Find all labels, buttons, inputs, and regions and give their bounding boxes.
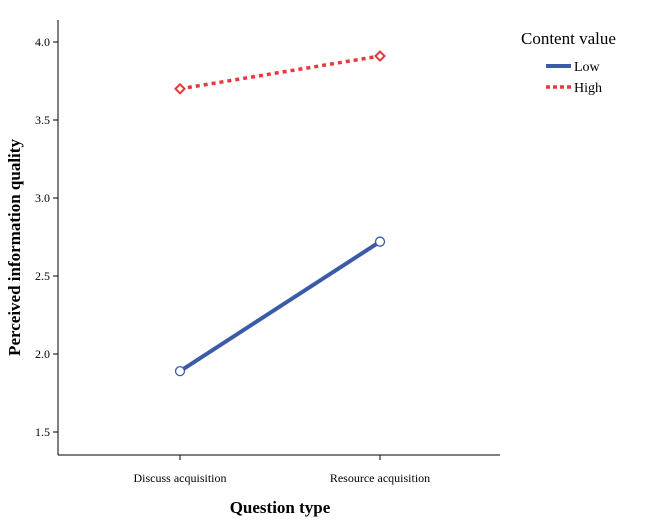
series-group (174, 50, 386, 377)
x-tick-label: Resource acquisition (330, 471, 430, 485)
legend-items: Low High (546, 60, 602, 96)
legend-title: Content value (521, 29, 616, 48)
legend: Content value Low High (521, 29, 616, 96)
series-line-high (179, 54, 381, 91)
y-tick-label: 2.5 (35, 269, 50, 283)
y-tick-label: 2.0 (35, 347, 50, 361)
y-tick-label: 4.0 (35, 35, 50, 49)
data-point-high (174, 82, 186, 95)
series-high (174, 50, 386, 95)
data-point-high (374, 50, 386, 62)
x-axis-title: Question type (230, 498, 331, 517)
legend-label-low: Low (574, 60, 601, 75)
legend-label-high: High (574, 81, 602, 96)
series-low (174, 236, 386, 377)
x-axis-ticks: Discuss acquisition Resource acquisition (134, 455, 430, 485)
data-point-low (174, 366, 186, 377)
plot-area: 1.5 2.0 2.5 3.0 3.5 4.0 Discuss acquisition Re… (35, 20, 500, 485)
y-tick-label: 3.0 (35, 191, 50, 205)
y-tick-label: 3.5 (35, 113, 50, 127)
series-line-low (178, 240, 382, 373)
data-point-low (374, 236, 386, 247)
x-tick-label: Discuss acquisition (134, 471, 227, 485)
y-axis-ticks: 1.5 2.0 2.5 3.0 3.5 4.0 (35, 35, 58, 439)
y-tick-label: 1.5 (35, 425, 50, 439)
y-axis-title: Perceived information quality (5, 139, 24, 356)
